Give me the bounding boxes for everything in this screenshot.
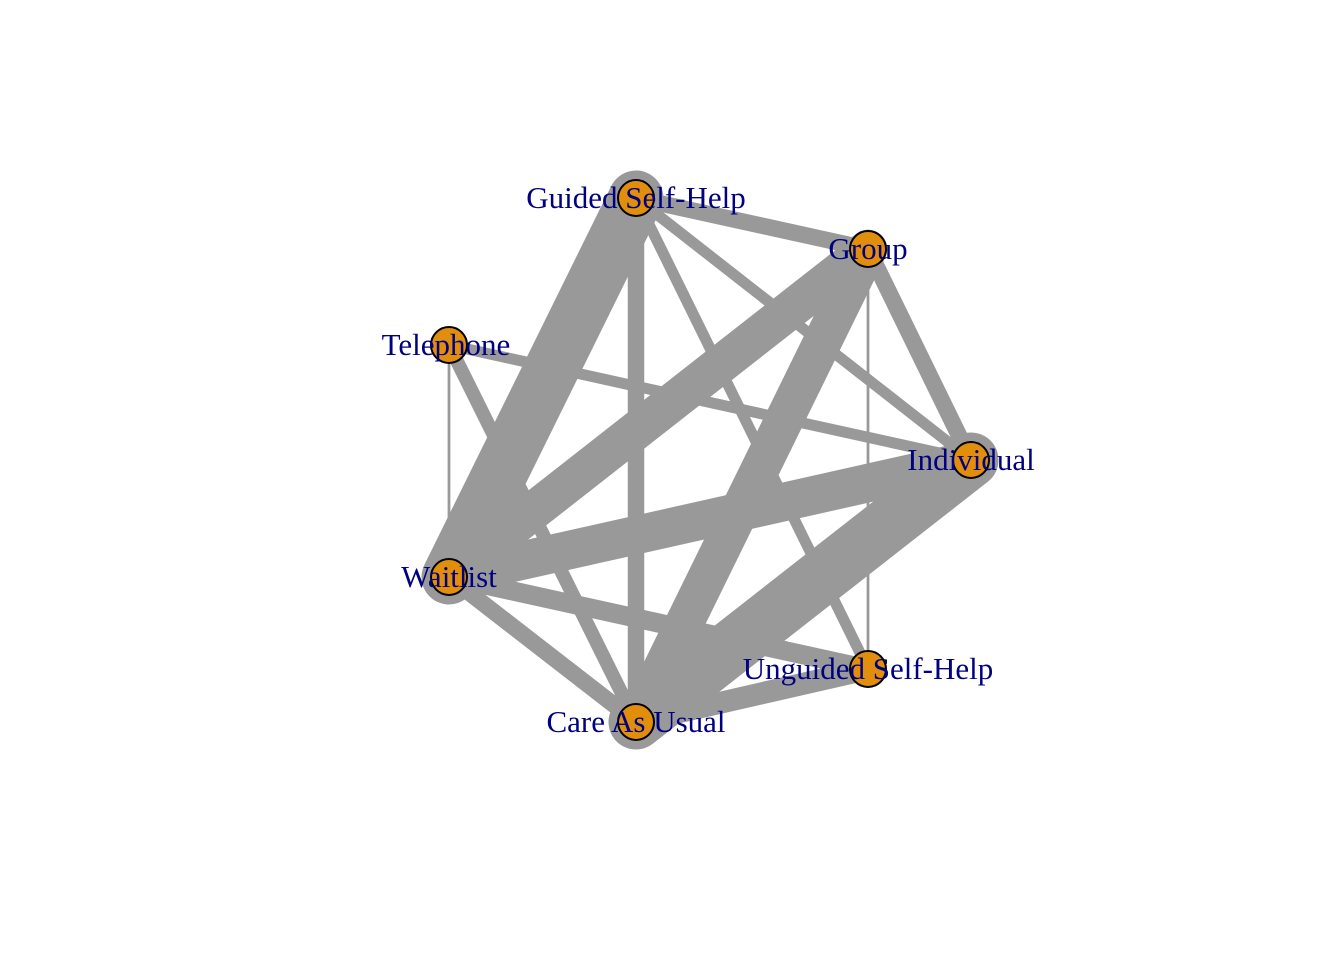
edge-grp-ind [859,240,980,469]
edge-gsh-ind [630,192,977,466]
edge-gsh-wl [421,170,664,605]
node-layer [430,179,990,741]
edge-ush-cau [625,658,879,733]
edge-wl-ush [439,567,878,679]
edge-grp-wl [429,229,888,597]
node-grp [849,230,887,268]
label-layer: Guided Self-Help Group Telephone Individual… [382,180,1035,739]
node-label-wl: Waitlist [401,559,497,594]
node-label-gsh: Guided Self-Help [526,180,746,215]
node-ind [952,441,990,479]
edge-wl-cau [440,568,645,731]
node-cau [617,703,655,741]
node-label-ind: Individual [907,442,1034,477]
edge-gsh-grp [627,189,877,258]
edge-tel-ind [443,339,977,466]
node-tel [430,326,468,364]
edge-tel-cau [442,338,643,729]
node-ush [849,650,887,688]
node-gsh [617,179,655,217]
node-label-cau: Care As Usual [546,704,725,739]
node-label-tel: Telephone [382,327,511,362]
node-label-ush: Unguided Self-Help [743,651,994,686]
edge-layer [421,170,999,750]
node-label-grp: Group [828,231,907,266]
node-wl [430,558,468,596]
edge-grp-cau [616,229,888,742]
edge-ind-cau [608,432,999,750]
edge-ind-wl [429,440,991,597]
